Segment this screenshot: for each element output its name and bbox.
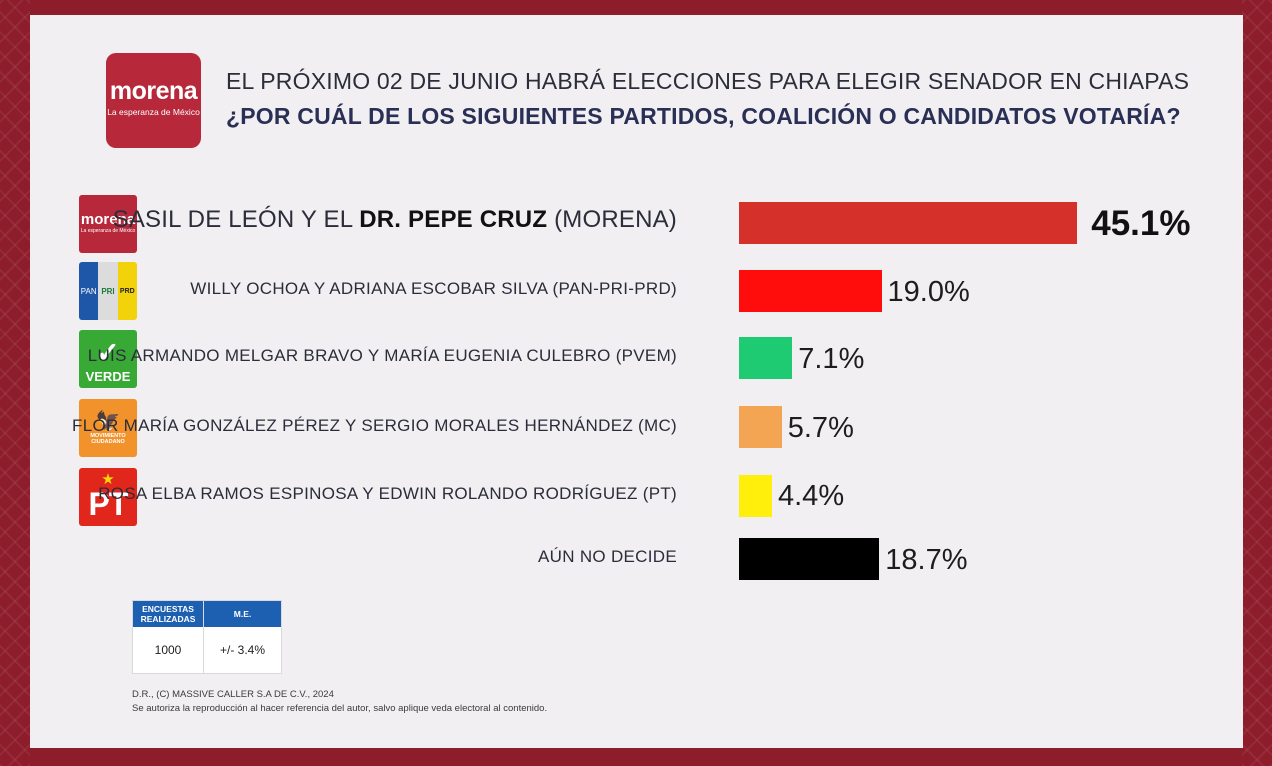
pan-logo: PAN bbox=[79, 262, 99, 320]
background-pattern-left bbox=[0, 0, 30, 766]
category-label-0-suffix: (MORENA) bbox=[547, 206, 677, 233]
title-line-2: ¿POR CUÁL DE LOS SIGUIENTES PARTIDOS, CO… bbox=[226, 103, 1181, 129]
value-label-morena: 45.1% bbox=[1091, 204, 1191, 243]
bar-undecided bbox=[739, 538, 880, 580]
footer-disclaimer: Se autoriza la reproducción al hacer ref… bbox=[132, 703, 548, 714]
toucan-check-icon: ✓ bbox=[96, 337, 120, 368]
survey-stats-table: ENCUESTAS REALIZADAS M.E. 1000 +/- 3.4% bbox=[132, 600, 282, 674]
poll-card: morena La esperanza de México EL PRÓXIMO… bbox=[30, 15, 1243, 748]
morena-logo: morena La esperanza de México bbox=[106, 53, 201, 148]
morena-logo-tagline: La esperanza de México bbox=[107, 107, 200, 117]
value-label-undecided: 18.7% bbox=[885, 544, 968, 576]
mc-logo: 🦅 MOVIMIENTO CIUDADANO bbox=[79, 399, 137, 457]
mc-logo-text-2: CIUDADANO bbox=[91, 439, 125, 445]
title-line-1: EL PRÓXIMO 02 DE JUNIO HABRÁ ELECCIONES … bbox=[226, 68, 1190, 94]
eagle-icon: 🦅 bbox=[95, 411, 121, 433]
value-label-pt: 4.4% bbox=[778, 480, 845, 512]
prd-logo: PRD bbox=[117, 262, 137, 320]
category-label-5: AÚN NO DECIDE bbox=[538, 547, 677, 566]
pvem-logo-text: VERDE bbox=[85, 369, 131, 384]
value-label-pvem: 7.1% bbox=[798, 343, 865, 375]
pt-logo-text: PT bbox=[88, 486, 129, 522]
stats-header-surveys: ENCUESTAS REALIZADAS bbox=[133, 601, 204, 627]
stats-value-row: 1000 +/- 3.4% bbox=[133, 627, 281, 673]
category-label-3: FLOR MARÍA GONZÁLEZ PÉREZ Y SERGIO MORAL… bbox=[72, 416, 677, 435]
mc-logo-text: MOVIMIENTO CIUDADANO bbox=[79, 433, 137, 445]
pt-logo: ★ PT bbox=[79, 468, 137, 526]
morena-logo-word: morena bbox=[109, 77, 198, 105]
category-label-4: ROSA ELBA RAMOS ESPINOSA Y EDWIN ROLANDO… bbox=[98, 484, 677, 503]
morena-party-logo-word: morena bbox=[80, 211, 136, 228]
value-label-mc: 5.7% bbox=[787, 412, 854, 444]
stats-value-margin: +/- 3.4% bbox=[219, 643, 266, 657]
category-label-0: SASIL DE LEÓN Y EL DR. PEPE CRUZ (MORENA… bbox=[113, 206, 677, 234]
stats-header-row: ENCUESTAS REALIZADAS M.E. bbox=[133, 601, 281, 627]
morena-party-logo: morena La esperanza de México bbox=[79, 195, 137, 253]
background-pattern-right bbox=[1242, 0, 1272, 766]
bar-pan-pri-prd bbox=[739, 270, 882, 312]
pan-pri-prd-coalition-logo: PAN PRI PRD bbox=[79, 262, 137, 320]
category-label-2: LUIS ARMANDO MELGAR BRAVO Y MARÍA EUGENI… bbox=[87, 346, 677, 365]
bar-mc bbox=[739, 406, 782, 448]
stats-value-surveys: 1000 bbox=[133, 627, 204, 673]
category-label-0-bold: DR. PEPE CRUZ bbox=[359, 206, 548, 233]
pvem-logo: ✓ VERDE bbox=[79, 330, 137, 388]
value-label-pan-pri-prd: 19.0% bbox=[887, 276, 970, 308]
category-label-1: WILLY OCHOA Y ADRIANA ESCOBAR SILVA (PAN… bbox=[190, 279, 677, 298]
star-icon: ★ bbox=[101, 471, 115, 488]
category-label-0-prefix: SASIL DE LEÓN Y EL bbox=[112, 206, 360, 233]
stats-header-margin: M.E. bbox=[233, 609, 252, 619]
bar-pvem bbox=[739, 337, 793, 379]
morena-party-logo-tagline: La esperanza de México bbox=[80, 228, 136, 234]
pri-logo: PRI bbox=[98, 262, 118, 320]
mc-logo-text-1: MOVIMIENTO bbox=[90, 433, 126, 439]
bar-pt bbox=[739, 475, 772, 517]
bar-morena bbox=[739, 202, 1078, 244]
footer-copyright: D.R., (C) MASSIVE CALLER S.A DE C.V., 20… bbox=[132, 689, 334, 700]
